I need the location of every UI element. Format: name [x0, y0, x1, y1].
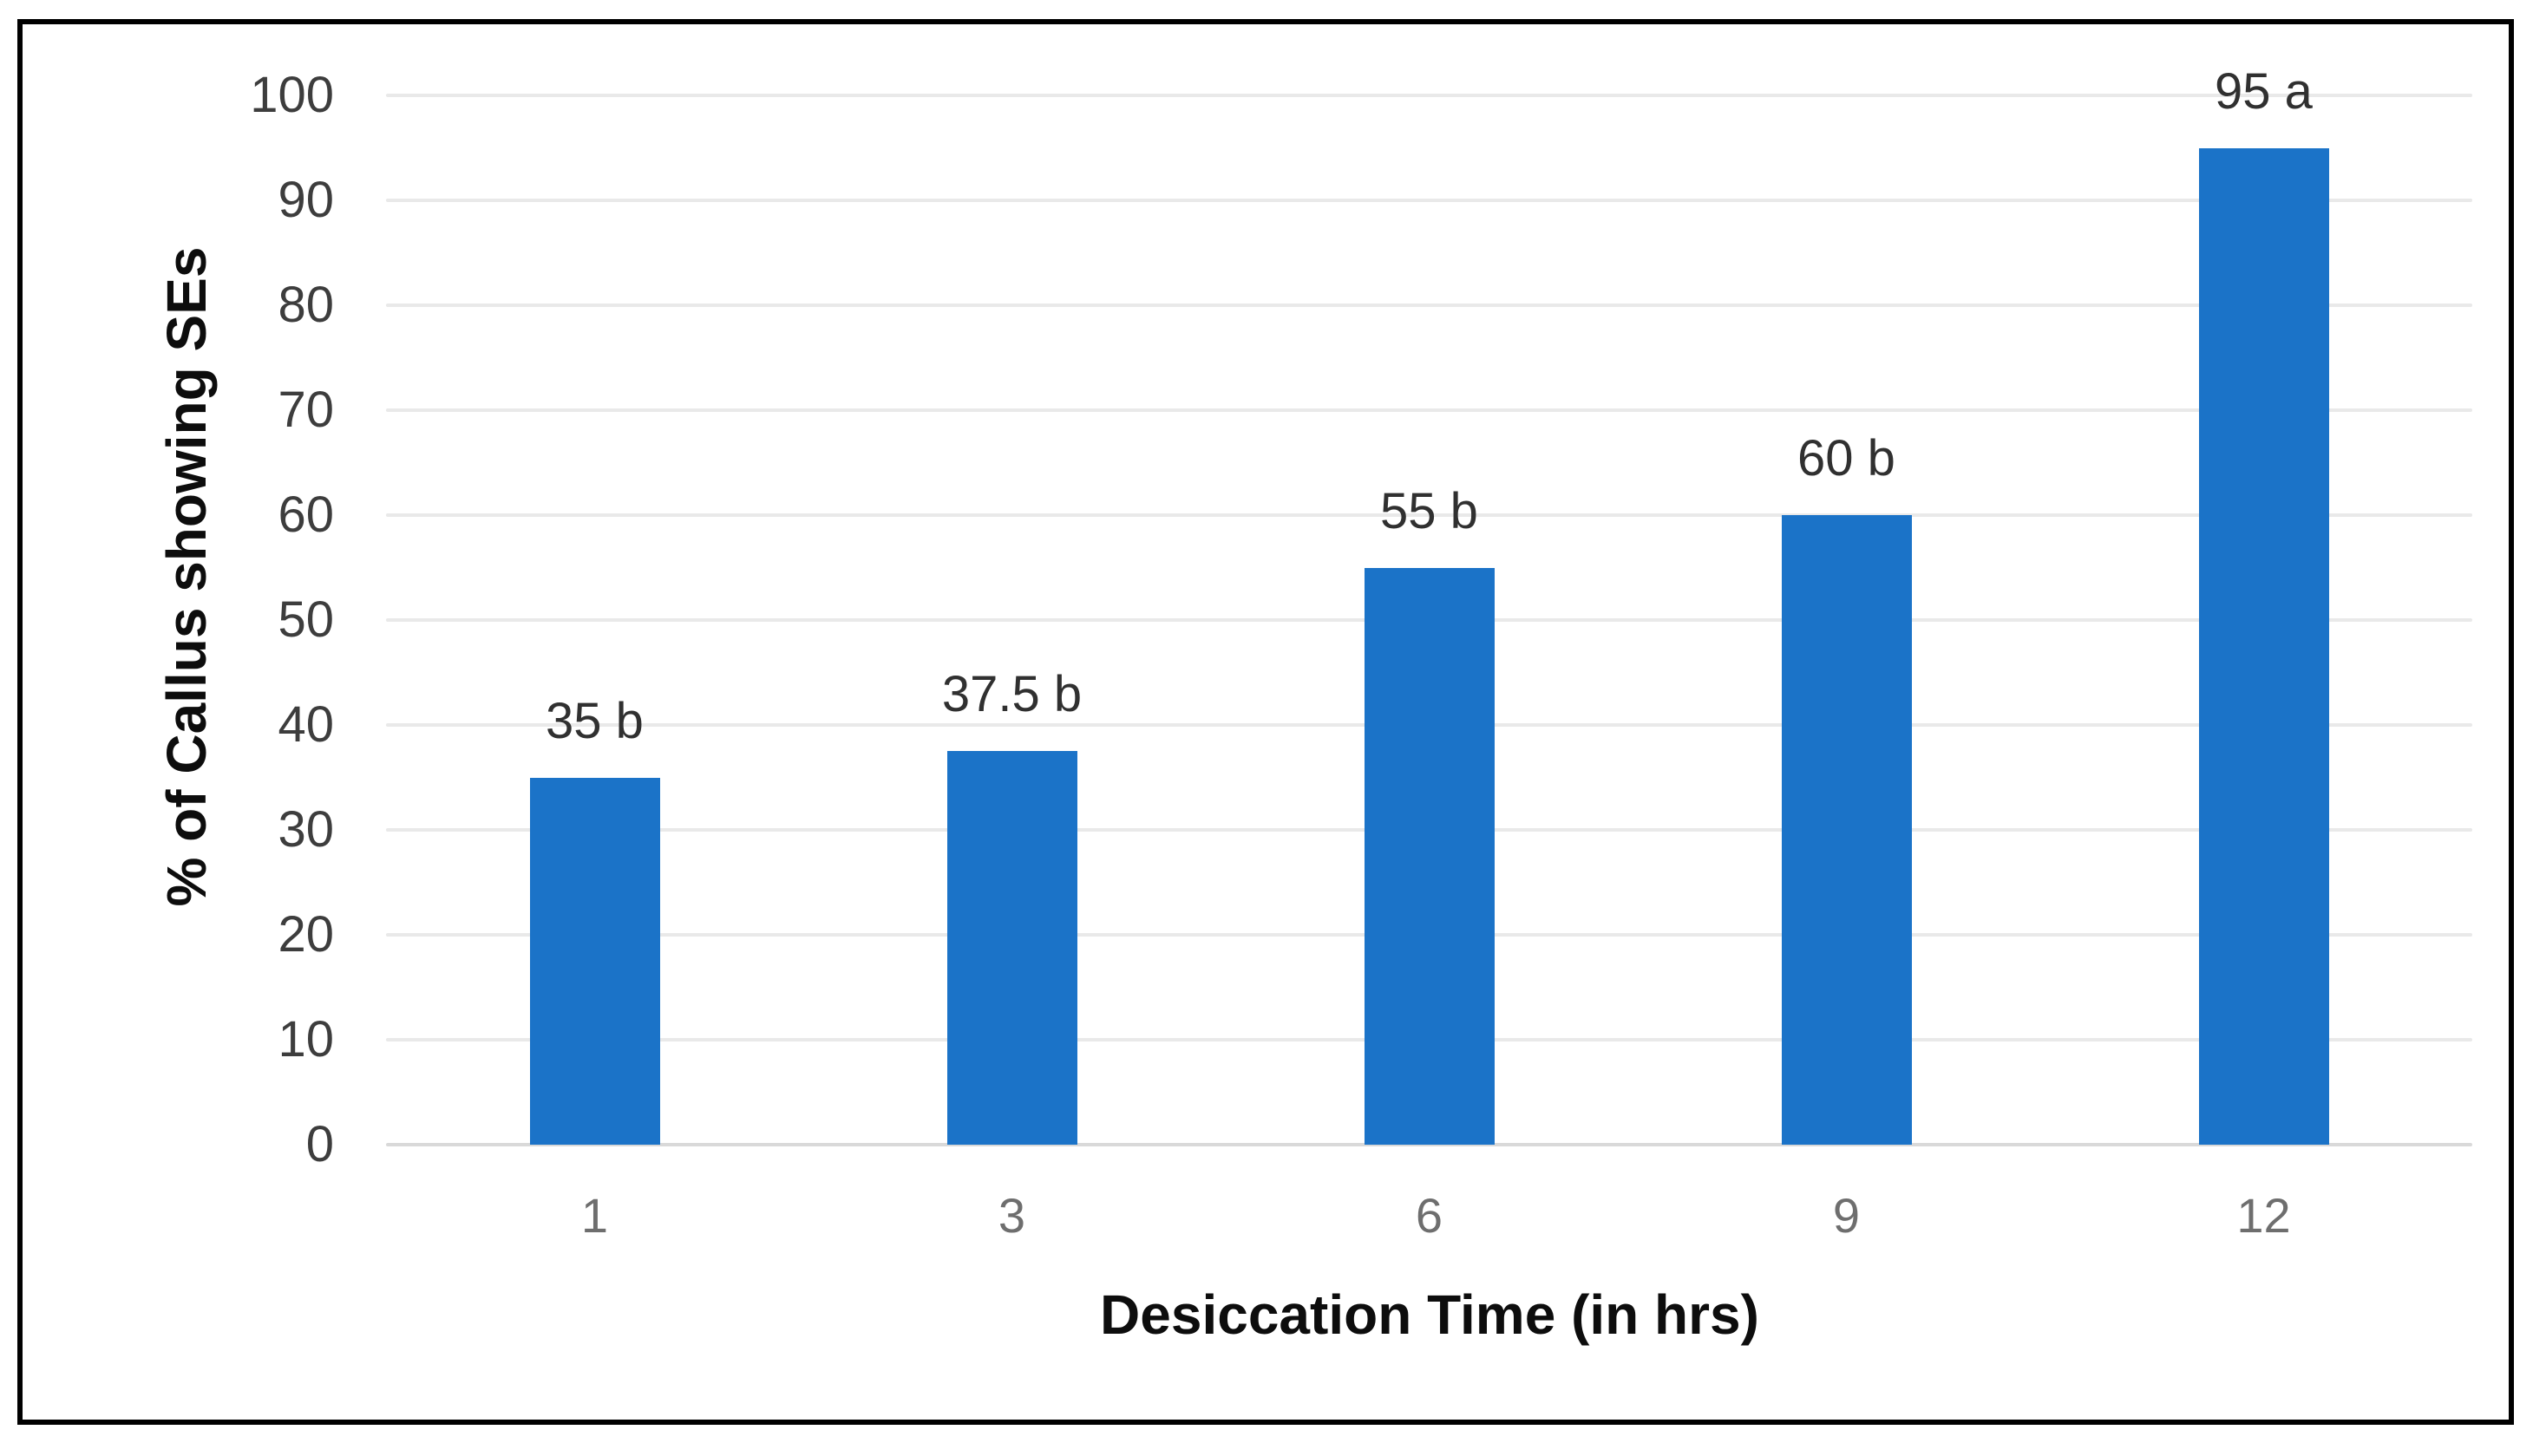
x-axis-title: Desiccation Time (in hrs)	[1100, 1283, 1759, 1346]
x-tick-label-12: 12	[2236, 1188, 2291, 1243]
y-tick-label-100: 100	[250, 67, 334, 123]
x-tick-label-1: 1	[580, 1188, 609, 1243]
y-tick-label-10: 10	[278, 1011, 334, 1068]
x-tick-label-3: 3	[998, 1188, 1026, 1243]
chart-frame	[17, 19, 2514, 1425]
bar-6hr	[1364, 567, 1495, 1145]
bar-value-label-12hr: 95 a	[2215, 62, 2313, 120]
gridline-100	[386, 94, 2472, 97]
bar-value-label-1hr: 35 b	[546, 692, 644, 749]
x-tick-label-9: 9	[1832, 1188, 1861, 1243]
gridline-80	[386, 304, 2472, 307]
y-tick-label-0: 0	[305, 1116, 334, 1172]
y-tick-label-50: 50	[278, 591, 334, 648]
gridline-90	[386, 199, 2472, 202]
y-tick-label-30: 30	[278, 801, 334, 858]
gridline-0	[386, 1143, 2472, 1146]
bar-3hr	[946, 751, 1077, 1145]
bar-value-label-6hr: 55 b	[1380, 482, 1478, 539]
bar-12hr	[2198, 147, 2329, 1145]
y-tick-label-80: 80	[278, 277, 334, 333]
y-axis-title: % of Callus showing SEs	[155, 246, 218, 907]
y-tick-label-90: 90	[278, 172, 334, 228]
bar-value-label-3hr: 37.5 b	[941, 666, 1083, 723]
bar-value-label-9hr: 60 b	[1797, 430, 1895, 486]
y-tick-label-70: 70	[278, 382, 334, 438]
y-tick-label-20: 20	[278, 906, 334, 963]
gridline-60	[386, 513, 2472, 517]
y-tick-label-60: 60	[278, 486, 334, 543]
y-tick-label-40: 40	[278, 696, 334, 753]
bar-1hr	[529, 777, 660, 1145]
x-tick-label-6: 6	[1415, 1188, 1443, 1243]
bar-9hr	[1781, 515, 1912, 1145]
gridline-70	[386, 408, 2472, 412]
